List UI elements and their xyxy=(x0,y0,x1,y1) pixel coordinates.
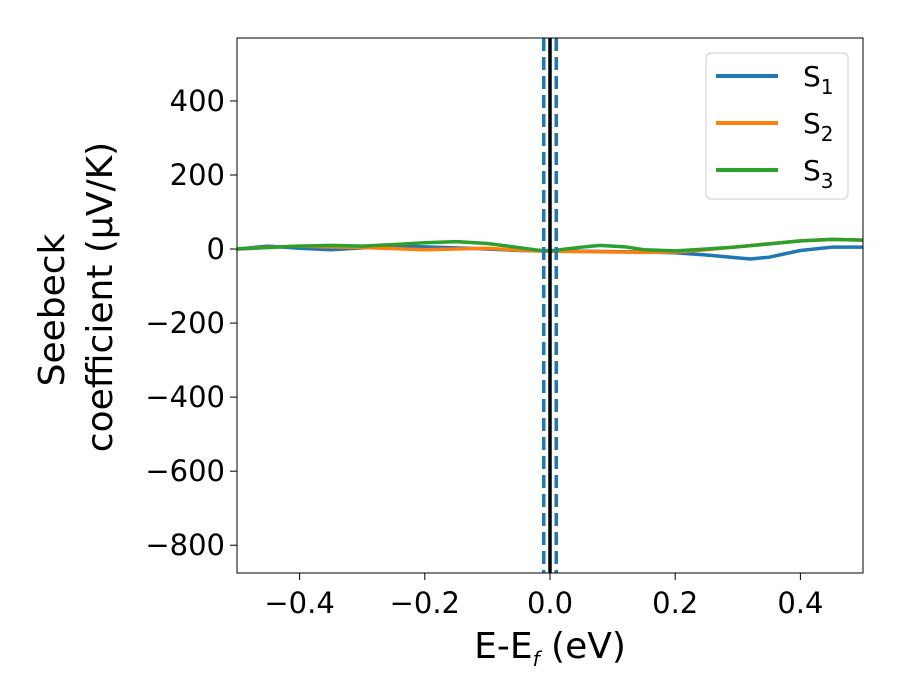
legend-label-s1: S1 xyxy=(803,60,834,99)
x-tick-label: −0.4 xyxy=(264,586,334,620)
x-tick-label: 0.0 xyxy=(527,586,573,620)
y-axis-title-line1: Seebeck xyxy=(32,233,73,386)
y-tick-label: 0 xyxy=(207,232,225,266)
x-axis-title-subscript: f xyxy=(533,647,543,671)
reference-lines xyxy=(541,38,559,573)
y-tick-label: −600 xyxy=(145,454,225,488)
y-axis-title-line2: coefficient (μV/K) xyxy=(80,142,121,452)
y-tick-label: 400 xyxy=(170,84,225,118)
x-axis-title-unit: (eV) xyxy=(540,626,626,667)
legend-label-main: S xyxy=(803,154,821,187)
x-tick-label: −0.2 xyxy=(390,586,460,620)
y-tick-label: −800 xyxy=(145,528,225,562)
legend-label-main: S xyxy=(803,107,821,140)
y-tick-label: −200 xyxy=(145,306,225,340)
legend-label-s2: S2 xyxy=(803,107,834,146)
y-axis: 400 200 0 −200 −400 −600 −800 xyxy=(145,84,237,562)
legend-label-subscript: 1 xyxy=(821,75,834,99)
x-tick-label: 0.2 xyxy=(652,586,698,620)
y-tick-label: −400 xyxy=(145,380,225,414)
x-axis-title: E-Ef (eV) xyxy=(474,626,626,671)
legend-label-main: S xyxy=(803,60,821,93)
legend-label-s3: S3 xyxy=(803,154,834,193)
x-axis-title-main: E-E xyxy=(474,626,532,667)
legend-label-subscript: 3 xyxy=(821,169,834,193)
legend-label-subscript: 2 xyxy=(821,122,834,146)
y-tick-label: 200 xyxy=(170,158,225,192)
x-tick-label: 0.4 xyxy=(777,586,823,620)
x-axis: −0.4 −0.2 0.0 0.2 0.4 xyxy=(264,573,823,620)
legend-box xyxy=(705,52,849,200)
